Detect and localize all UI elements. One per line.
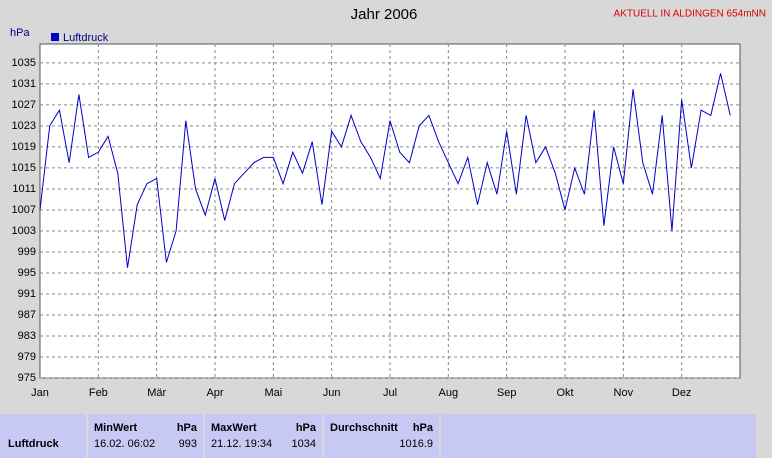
stats-table: Luftdruck MinWert hPa 16.02. 06:02 993 M… bbox=[0, 414, 760, 458]
cell: MaxWert hPa 21.12. 19:34 1034 bbox=[205, 414, 322, 458]
x-tick-label: Mär bbox=[147, 387, 166, 399]
x-tick-label: Jan bbox=[31, 387, 49, 399]
cell-text: 1034 bbox=[291, 438, 316, 450]
y-axis-label: hPa bbox=[10, 27, 30, 39]
y-tick-label: 1003 bbox=[12, 225, 36, 237]
y-tick-label: 1015 bbox=[12, 162, 36, 174]
chart: Jahr 2006 AKTUELL IN ALDINGEN 654mNN hPa… bbox=[10, 6, 766, 399]
y-tick-label: 975 bbox=[18, 372, 36, 384]
x-tick-label: Mai bbox=[264, 387, 282, 399]
x-tick-label: Jul bbox=[383, 387, 397, 399]
x-tick-label: Apr bbox=[206, 387, 223, 399]
y-tick-label: 1023 bbox=[12, 120, 36, 132]
cell-text: 16.02. 06:02 bbox=[94, 438, 156, 450]
y-tick-label: 983 bbox=[18, 330, 36, 342]
y-tick-label: 1019 bbox=[12, 141, 36, 153]
x-tick-label: Jun bbox=[323, 387, 341, 399]
cell-text: 21.12. 19:34 bbox=[211, 438, 273, 450]
line-series bbox=[39, 73, 731, 268]
y-tick-label: 987 bbox=[18, 309, 36, 321]
x-tick-label: Feb bbox=[89, 387, 108, 399]
y-tick-label: 1027 bbox=[12, 99, 36, 111]
y-tick-label: 999 bbox=[18, 246, 36, 258]
col-header: MaxWert bbox=[211, 422, 257, 434]
annotation: AKTUELL IN ALDINGEN 654mNN bbox=[614, 9, 766, 20]
row-label: Luftdruck bbox=[8, 438, 59, 450]
y-tick-label: 1007 bbox=[12, 204, 36, 216]
chart-title: Jahr 2006 bbox=[351, 6, 418, 23]
legend-swatch bbox=[51, 33, 59, 41]
cell: MinWert hPa 16.02. 06:02 993 bbox=[88, 414, 203, 458]
x-tick-label: Nov bbox=[614, 387, 634, 399]
x-tick-label: Sep bbox=[497, 387, 517, 399]
x-tick-label: Okt bbox=[556, 387, 573, 399]
y-tick-label: 979 bbox=[18, 351, 36, 363]
col-unit: hPa bbox=[412, 422, 433, 434]
cell: Durchschnitt hPa 1016.9 bbox=[324, 414, 439, 458]
y-tick-label: 1031 bbox=[12, 78, 36, 90]
cell bbox=[441, 414, 756, 458]
y-tick-label: 995 bbox=[18, 267, 36, 279]
legend-label: Luftdruck bbox=[63, 32, 109, 44]
y-tick-label: 1011 bbox=[12, 183, 36, 195]
x-tick-label: Dez bbox=[672, 387, 692, 399]
cell-text: 993 bbox=[178, 438, 197, 450]
col-unit: hPa bbox=[295, 422, 316, 434]
col-unit: hPa bbox=[176, 422, 197, 434]
cell-text: 1016.9 bbox=[399, 438, 433, 450]
col-header: MinWert bbox=[94, 422, 138, 434]
y-tick-label: 1035 bbox=[12, 57, 36, 69]
cell: Luftdruck bbox=[0, 414, 86, 458]
y-tick-label: 991 bbox=[18, 288, 36, 300]
x-tick-label: Aug bbox=[439, 387, 459, 399]
col-header: Durchschnitt bbox=[330, 422, 398, 434]
